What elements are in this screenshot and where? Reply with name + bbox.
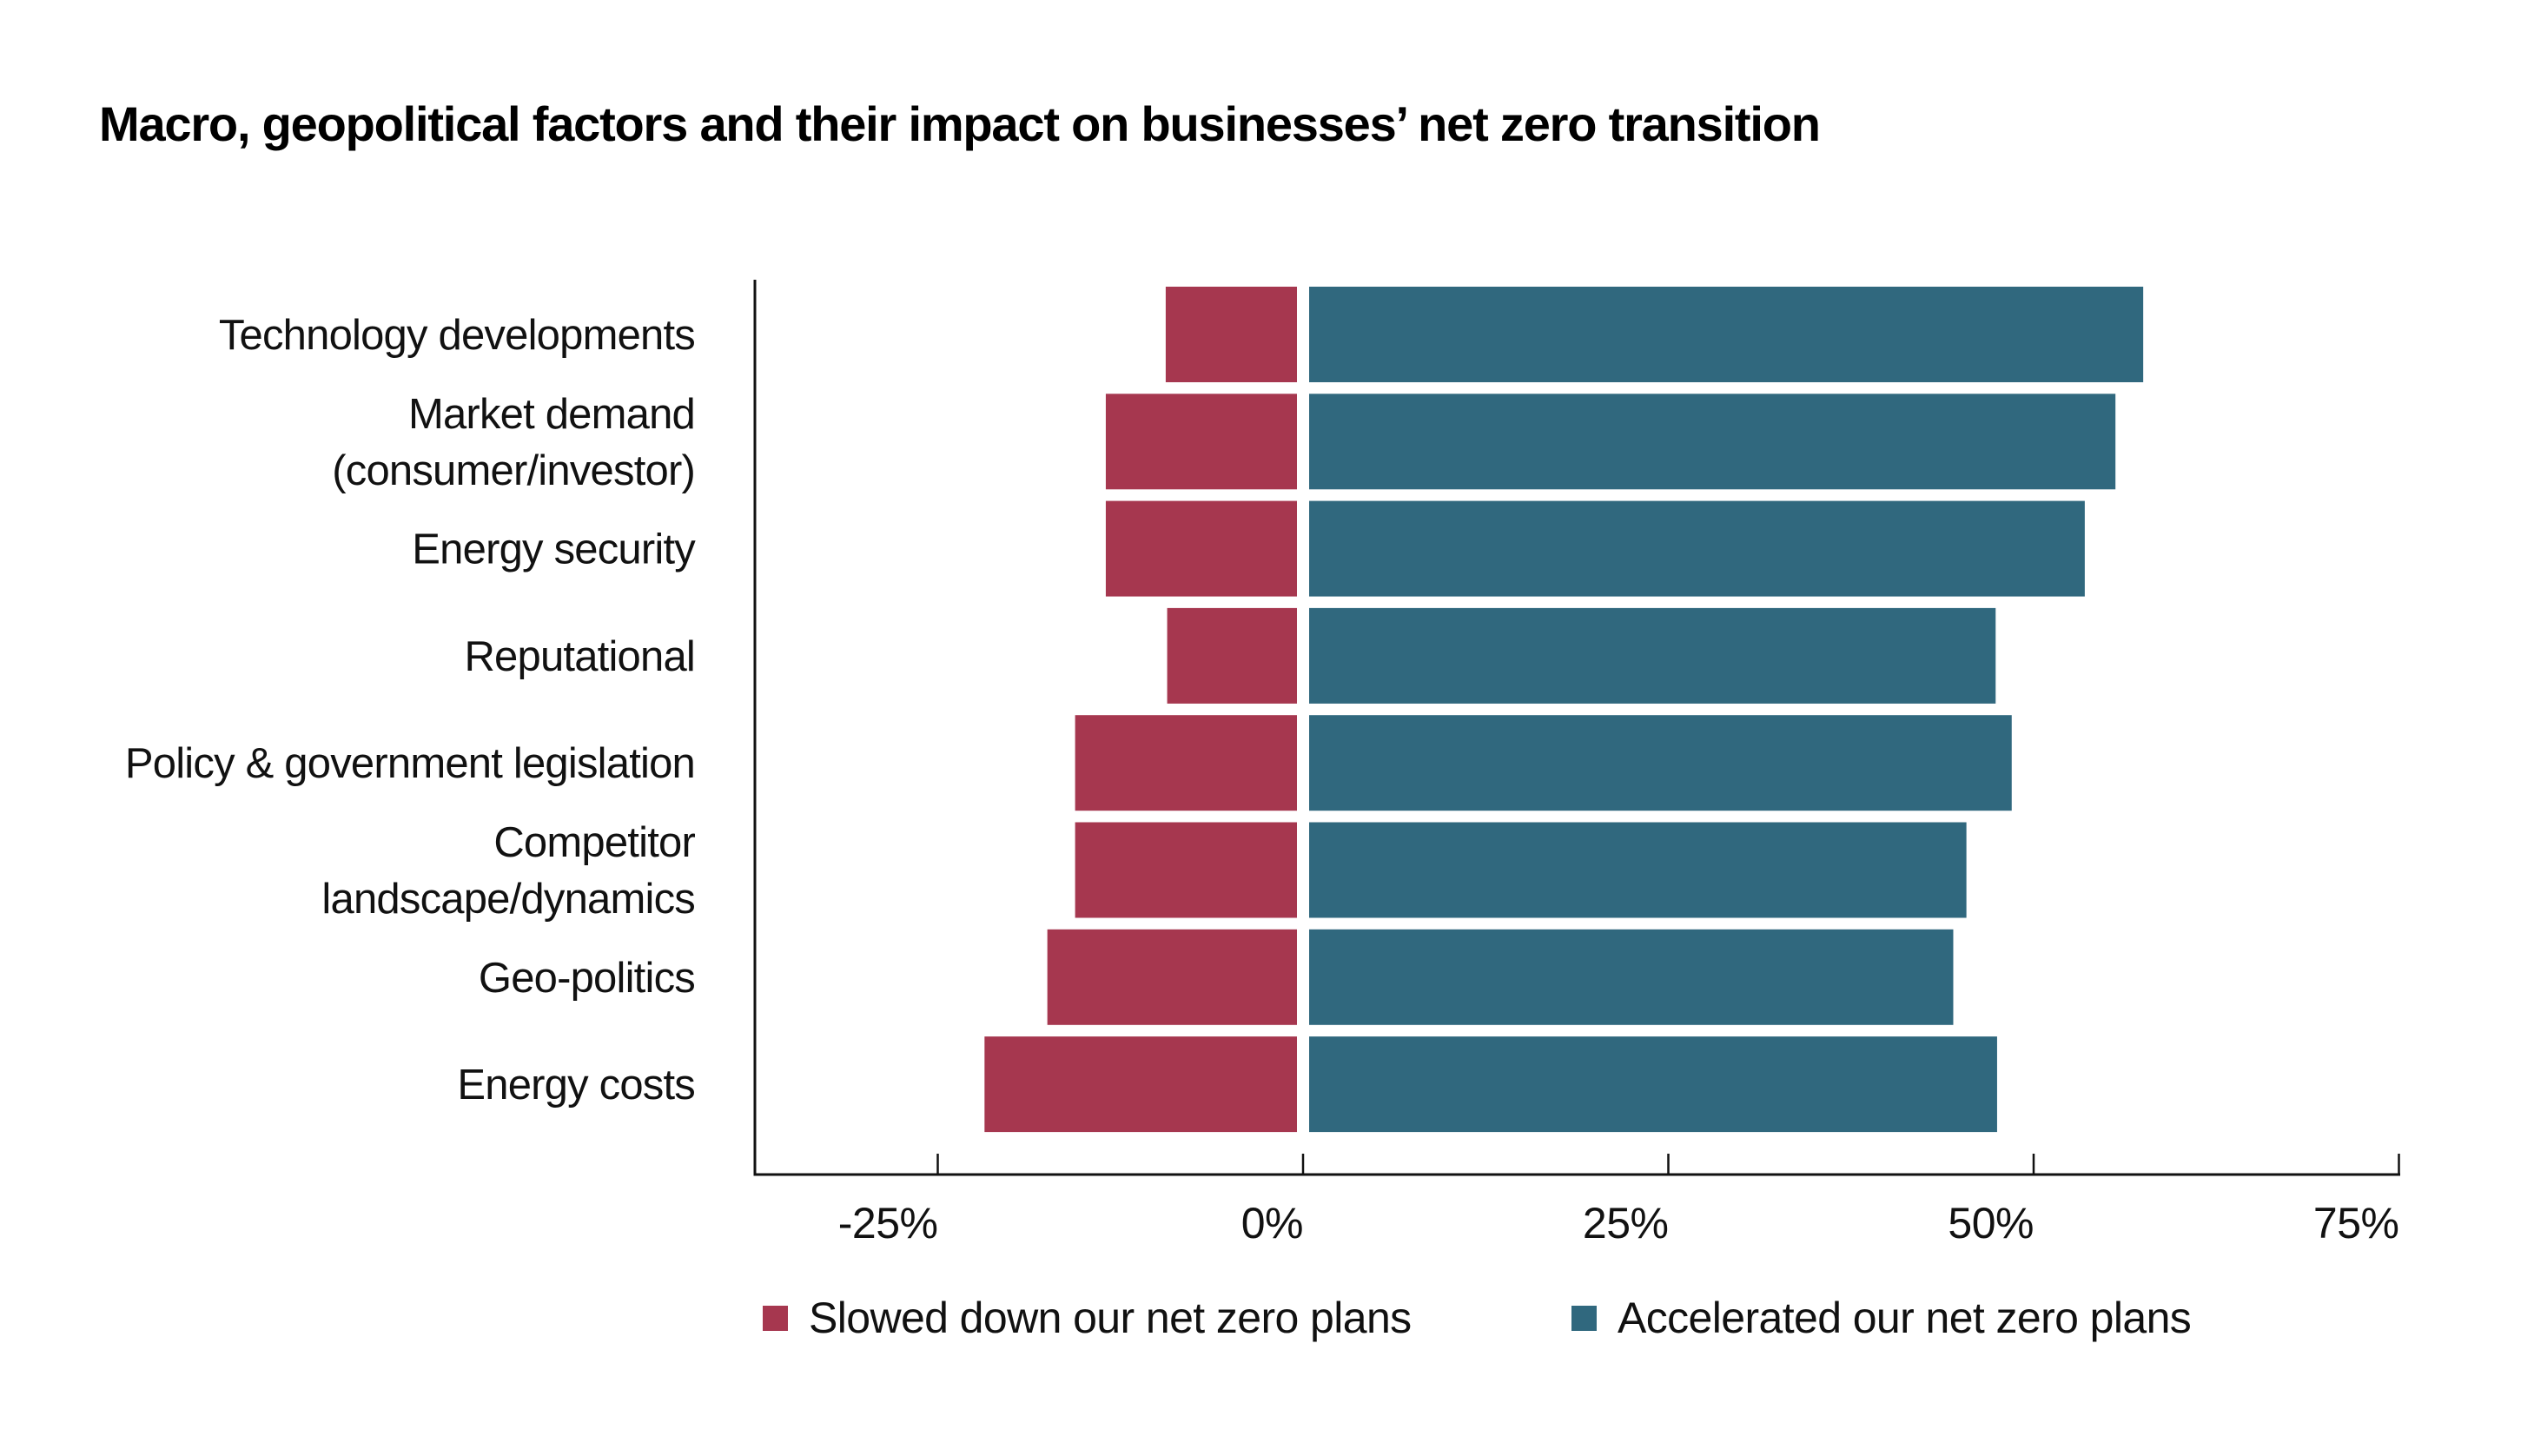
legend-swatch-accelerated [1571,1305,1597,1331]
category-label-line: landscape/dynamics [321,876,695,923]
x-tick-label: -25% [838,1199,938,1248]
category-label-line: Reputational [464,633,695,680]
category-labels: Technology developments Market demand (con… [125,312,697,1109]
category-label: Competitor landscape/dynamics [321,819,695,923]
bar-slowed [1075,822,1297,918]
bar-accelerated [1309,822,1967,918]
bar-accelerated [1309,929,1954,1025]
x-tick-label: 25% [1583,1199,1669,1248]
category-label: Policy & government legislation [125,740,695,787]
category-label-line: Technology developments [219,312,695,359]
category-label-line: Market demand [408,391,695,438]
category-label-line: Policy & government legislation [125,740,695,787]
chart-title: Macro, geopolitical factors and their im… [99,96,1821,151]
x-tick-labels: -25% 0% 25% 50% 75% [838,1199,2399,1248]
legend-label-accelerated: Accelerated our net zero plans [1618,1294,2192,1342]
bar-slowed [1105,500,1297,597]
bar-slowed [984,1036,1297,1133]
bar-slowed [1047,929,1297,1025]
x-tick-label: 0% [1241,1199,1303,1248]
category-label: Energy security [412,526,696,573]
legend-item-slowed: Slowed down our net zero plans [763,1293,1412,1343]
category-label: Market demand (consumer/investor) [332,391,695,494]
bar-slowed [1167,607,1297,704]
bar-accelerated [1309,500,2085,597]
bar-slowed [1105,394,1297,490]
bar-accelerated [1309,715,2012,811]
category-label-line: (consumer/investor) [332,447,695,494]
bar-accelerated [1309,394,2116,490]
bar-accelerated [1309,1036,1997,1133]
category-label: Energy costs [457,1062,695,1109]
bar-accelerated [1309,287,2144,382]
category-label: Geo-politics [479,955,695,1002]
axes-layer [753,280,2400,1176]
x-tick-label: 75% [2313,1199,2399,1248]
bar-accelerated [1309,607,1996,704]
legend-item-accelerated: Accelerated our net zero plans [1571,1293,2192,1343]
category-label-line: Energy security [412,526,696,573]
legend-swatch-slowed [763,1305,788,1331]
category-label: Reputational [464,633,695,680]
bars-layer [984,287,2144,1133]
x-tick-label: 50% [1948,1199,2034,1248]
category-label-line: Energy costs [457,1062,695,1109]
bar-slowed [1075,715,1297,811]
category-label: Technology developments [219,312,695,359]
category-label-line: Competitor [493,819,695,866]
legend-label-slowed: Slowed down our net zero plans [809,1294,1412,1342]
bar-slowed [1165,287,1297,382]
category-label-line: Geo-politics [479,955,695,1002]
